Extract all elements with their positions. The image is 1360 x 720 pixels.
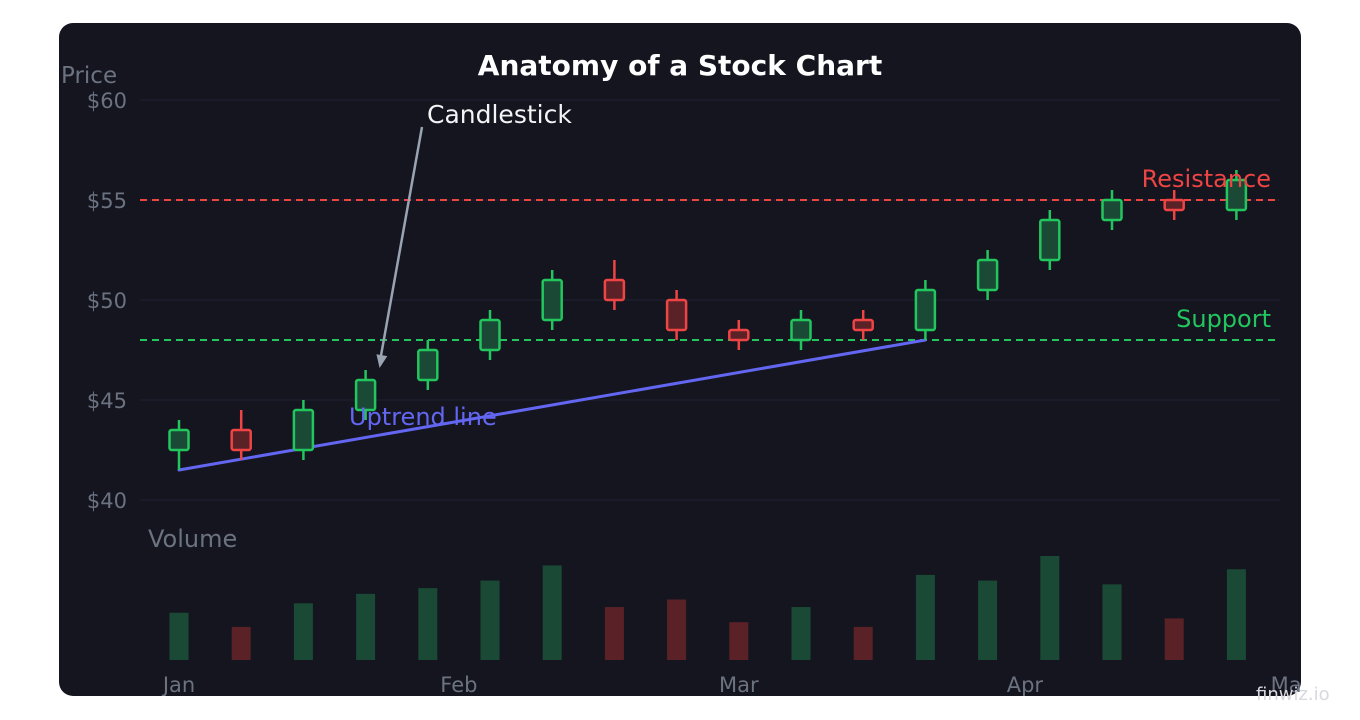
candle-body (976, 258, 999, 292)
candlestick (230, 410, 252, 460)
chart-title: Anatomy of a Stock Chart (478, 49, 882, 82)
candlestick (479, 310, 501, 360)
candle-body (479, 318, 501, 352)
candle-body (1101, 198, 1123, 222)
volume-bar (1040, 556, 1060, 660)
uptrend-label: Uptrend line (349, 403, 497, 431)
candle-body (665, 298, 688, 332)
candle-body (354, 378, 377, 412)
y-axis-ticks: $40 $45 $50 $55 $60 (87, 89, 127, 513)
candlestick (852, 310, 874, 340)
volume-label: Volume (148, 525, 237, 553)
candlesticks (168, 170, 1248, 470)
stock-chart: $40 $45 $50 $55 $60 Jan Feb Mar Apr May Candlest… (61, 49, 1301, 696)
volume-bars (169, 556, 1246, 660)
candlestick (790, 310, 812, 350)
candlestick (541, 270, 563, 330)
y-tick-label: $40 (87, 489, 127, 513)
x-tick-label: Apr (1007, 673, 1044, 696)
y-tick-label: $60 (87, 89, 127, 113)
candle-body (292, 408, 315, 452)
volume-bar (231, 626, 251, 660)
annotation-label: Candlestick (427, 100, 572, 129)
candlestick (1101, 190, 1123, 230)
candlestick (665, 290, 688, 340)
volume-bar (1102, 584, 1122, 660)
candlestick (417, 340, 439, 390)
watermark: finwiz.io (1256, 684, 1330, 705)
volume-bar (418, 588, 438, 660)
candle-body (790, 318, 812, 342)
volume-bar (169, 612, 189, 660)
volume-bar (1226, 569, 1246, 660)
volume-bar (791, 607, 811, 660)
support-label: Support (1176, 305, 1271, 333)
candle-body (852, 318, 874, 332)
candle-body (168, 428, 190, 452)
chart-card: $40 $45 $50 $55 $60 Jan Feb Mar Apr May Candlest… (59, 23, 1301, 696)
volume-bar (667, 599, 687, 660)
candlestick (292, 400, 315, 460)
candle-body (914, 288, 937, 332)
volume-bar (293, 603, 313, 660)
volume-bar (604, 607, 624, 660)
annotation-arrow (378, 126, 424, 361)
candlestick (914, 280, 937, 340)
annotation-arrowhead (376, 354, 388, 368)
volume-bar (356, 593, 376, 660)
candle-body (728, 328, 750, 342)
candle-body (541, 278, 563, 322)
volume-bar (1164, 618, 1184, 660)
candle-body (1039, 218, 1061, 262)
y-tick-label: $50 (87, 289, 127, 313)
x-tick-label: Jan (161, 673, 195, 696)
resistance-label: Resistance (1142, 165, 1271, 193)
volume-bar (853, 626, 873, 660)
reference-lines (140, 199, 1280, 341)
candle-body (1225, 178, 1248, 212)
candlestick (603, 260, 626, 310)
candlestick (168, 420, 190, 470)
x-tick-label: Feb (440, 673, 477, 696)
candlestick (728, 320, 750, 350)
volume-bar (480, 580, 500, 660)
candlestick (1225, 170, 1248, 220)
candle-body (417, 348, 439, 382)
candlestick (1163, 190, 1185, 220)
y-axis-label: Price (61, 63, 117, 89)
y-tick-label: $55 (87, 189, 127, 213)
uptrend-line (177, 338, 927, 472)
candlestick (976, 250, 999, 300)
x-tick-label: May (1271, 673, 1301, 696)
candlestick-annotation: Candlestick (376, 100, 572, 368)
volume-bar (729, 622, 749, 660)
candle-body (1163, 198, 1185, 212)
y-tick-label: $45 (87, 389, 127, 413)
trendline-group (177, 338, 927, 472)
candlestick (1039, 210, 1061, 270)
volume-bar (542, 565, 562, 660)
candle-body (603, 278, 626, 302)
candlestick (354, 370, 377, 420)
candle-body (230, 428, 252, 452)
volume-bar (915, 574, 935, 660)
volume-bar (978, 580, 998, 660)
x-axis-ticks: Jan Feb Mar Apr May (161, 673, 1301, 696)
x-tick-label: Mar (719, 673, 759, 696)
